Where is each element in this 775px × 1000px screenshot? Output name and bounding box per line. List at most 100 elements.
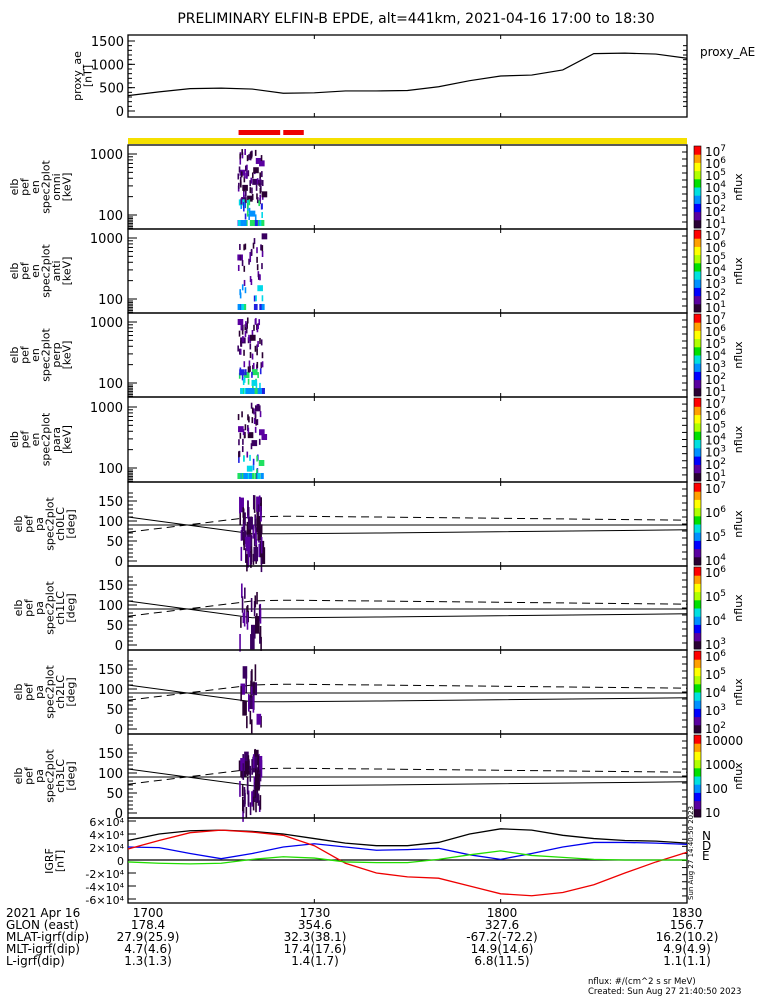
anti-loss-cone-line	[127, 683, 688, 701]
spectrogram-pixel	[257, 273, 260, 280]
spectrogram-pixel	[259, 198, 261, 205]
spectrogram-pixel	[237, 473, 241, 479]
footer-value: 1.1(1.1)	[663, 954, 711, 968]
spectrogram-pixel	[239, 432, 242, 439]
colorbar-label-text: nflux	[732, 173, 745, 201]
colorbar-tick-label: 1000	[705, 758, 736, 772]
colorbar-segment	[694, 567, 701, 576]
colorbar-segment	[694, 162, 701, 172]
pa-spectrogram-pixel	[251, 669, 253, 687]
y-tick-label: 6×10⁴	[89, 816, 124, 829]
spectrogram-pixel	[246, 164, 248, 171]
colorbar-tick-label: 103	[705, 360, 726, 375]
spectrogram-pixel	[242, 324, 244, 331]
colorbar-tick-label: 105	[705, 420, 726, 435]
pa-spectrogram-pixel	[250, 546, 253, 557]
spectrogram-pixel	[257, 323, 259, 330]
spectrogram-pixel	[244, 324, 247, 331]
spectrogram-pixel	[238, 456, 240, 463]
colorbar-label-text: nflux	[732, 510, 745, 538]
pa-spectrogram-pixel	[254, 595, 257, 608]
colorbar-tick-label: 10000	[705, 734, 743, 748]
spectrogram-pixel	[239, 176, 242, 183]
pa-spectrogram-pixel	[252, 754, 255, 768]
spectrogram-pixel	[254, 220, 258, 226]
spectrogram-pixel	[250, 443, 253, 450]
spectrogram-pixel	[249, 220, 253, 226]
colorbar-segment	[694, 743, 701, 752]
colorbar-segment	[694, 379, 701, 389]
pa-spectrogram-pixel	[246, 716, 248, 729]
y-tick-label: 100	[98, 377, 123, 392]
colorbar-segment	[694, 575, 701, 584]
pa-spectrogram-pixel	[243, 608, 246, 627]
colorbar-segment	[694, 692, 701, 701]
colorbar-label-text: nflux	[732, 341, 745, 369]
spectrogram-pixel	[246, 172, 248, 179]
axis-label-line: elb	[12, 684, 25, 701]
spectrogram-pixel	[246, 465, 253, 472]
spectrogram-pixel	[257, 340, 259, 347]
fgm-bar-2	[283, 130, 304, 135]
spectrogram-pixel	[238, 330, 241, 337]
footer-value: 14.9(14.6)	[470, 942, 534, 956]
spectrogram-pixel	[261, 203, 263, 210]
colorbar-segment	[694, 683, 701, 693]
igrf-legend-E: E	[702, 849, 710, 863]
footer-value: 354.6	[297, 918, 333, 932]
pa-spectrogram-pixel	[252, 796, 255, 811]
spectrogram-pixel	[243, 220, 247, 226]
axis-label-line: spec2plot	[43, 665, 56, 719]
igrf-legend-D: D	[702, 839, 711, 853]
y-tick-label: -4×10⁴	[85, 881, 124, 894]
pa-spectrogram-pixel	[250, 634, 255, 650]
spectrogram-pixel	[253, 167, 259, 174]
pa-spectrogram-pixel	[248, 516, 253, 530]
colorbar-segment	[694, 583, 701, 593]
axis-label-line: en	[29, 433, 42, 447]
spectrogram-pixel	[247, 473, 251, 479]
spectrogram-pixel	[256, 247, 258, 254]
colorbar-label: nflux	[732, 762, 745, 790]
pa-spectrogram-pixel	[243, 533, 245, 551]
colorbar-segment	[694, 303, 701, 313]
pa-spectrogram-pixel	[244, 587, 246, 599]
spectrogram-pixel	[251, 330, 254, 337]
spectrogram-pixel	[254, 414, 257, 421]
spectrogram-pixel	[241, 446, 244, 453]
spectrogram-pixel	[245, 321, 247, 328]
spectrogram-pixel	[239, 292, 242, 299]
colorbar-label: nflux	[732, 341, 745, 369]
loss-cone-line	[127, 768, 688, 787]
colorbar-segment	[694, 195, 701, 204]
colorbar-segment	[694, 431, 701, 440]
spectrogram-pixel	[251, 371, 253, 378]
colorbar-segment	[694, 792, 701, 802]
spectrogram-pixel	[243, 372, 250, 379]
pa-spectrogram-pixel	[256, 613, 258, 625]
axis-label-line: en	[29, 180, 42, 194]
pa-spectrogram-pixel	[242, 519, 245, 532]
colorbar-segment	[694, 262, 701, 272]
spectrogram-pixel	[252, 388, 256, 394]
colorbar-segment	[694, 295, 701, 305]
creation-vertical-stamp: Sun Aug 27 14:40:50 2023	[687, 806, 695, 900]
spectrogram-pixel	[256, 178, 259, 185]
pa-spectrogram-pixel	[244, 512, 246, 525]
spectrogram-pixel	[247, 378, 250, 385]
axis-label-line: spec2plot	[39, 160, 52, 214]
spectrogram-pixel	[237, 345, 239, 352]
colorbar-tick-label: 104	[705, 180, 726, 195]
spectrogram-pixel	[256, 349, 258, 356]
spectrogram-pixel	[242, 438, 244, 445]
spectrogram-pixel	[258, 179, 260, 186]
pa-spectrogram-pixel	[258, 543, 261, 558]
colorbar-segment	[694, 624, 701, 634]
spectrogram-pixel	[244, 369, 247, 376]
colorbar-segment	[694, 464, 701, 474]
colorbar-label-text: nflux	[732, 678, 745, 706]
pa-spectrogram-pixel	[260, 556, 263, 573]
colorbar-tick-label: 105	[705, 168, 726, 183]
footer-value: 178.4	[130, 918, 166, 932]
